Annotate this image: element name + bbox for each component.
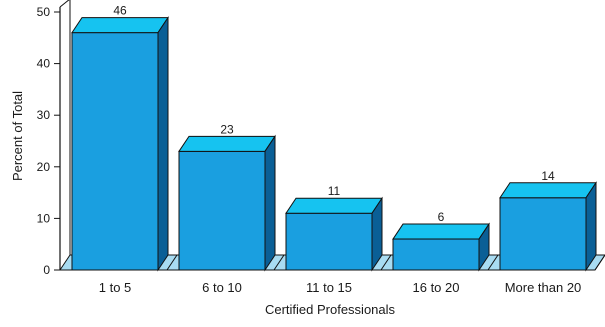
bar-side (157, 15, 169, 272)
bar-side (371, 196, 383, 272)
x-tick-label: 11 to 15 (306, 280, 352, 295)
bar-front (71, 32, 159, 271)
floor-divider (380, 254, 392, 271)
bar-value-label: 11 (328, 184, 341, 198)
y-tick-label: 0 (43, 263, 50, 277)
bar-front (392, 238, 480, 271)
x-tick-label: 16 to 20 (413, 280, 460, 295)
bar-top (392, 223, 490, 240)
y-axis-top-edge (59, 0, 70, 8)
bar (499, 181, 597, 272)
y-axis-title: Percent of Total (10, 91, 25, 181)
bar-side (585, 181, 597, 272)
bar (285, 196, 383, 272)
bar-side (264, 134, 276, 272)
bar-top (178, 135, 276, 152)
bar-value-label: 14 (541, 169, 555, 183)
bar-front (178, 150, 266, 271)
x-tick-label: 1 to 5 (99, 280, 132, 295)
bar (392, 222, 490, 272)
floor-divider (487, 254, 499, 271)
bar-side (478, 222, 490, 272)
bar-top (499, 182, 597, 199)
floor-divider (273, 254, 285, 271)
bar-value-label: 23 (220, 122, 234, 136)
x-axis-title: Certified Professionals (265, 302, 396, 317)
axes-layer: 0 10 20 30 40 50 (37, 0, 71, 277)
y-tick-label: 50 (37, 5, 51, 19)
y-tick-label: 30 (37, 108, 51, 122)
floor-divider (594, 254, 605, 271)
bar-top (285, 197, 383, 214)
y-tick-label: 20 (37, 160, 51, 174)
bar-front (285, 212, 373, 271)
x-tick-label: More than 20 (505, 280, 582, 295)
bar (178, 134, 276, 272)
y-tick-label: 10 (37, 211, 51, 225)
floor-divider (166, 254, 178, 271)
labels-layer: 46 1 to 5 23 6 to 10 11 11 to 15 6 16 to 20 14 Mo… (99, 4, 582, 295)
bar-top (71, 17, 169, 34)
bar (71, 15, 169, 272)
x-tick-label: 6 to 10 (202, 280, 242, 295)
bar-value-label: 6 (438, 210, 445, 224)
y-tick-label: 40 (37, 57, 51, 71)
bar-front (499, 197, 587, 271)
bars-layer (71, 15, 597, 272)
bar-value-label: 46 (113, 4, 127, 18)
